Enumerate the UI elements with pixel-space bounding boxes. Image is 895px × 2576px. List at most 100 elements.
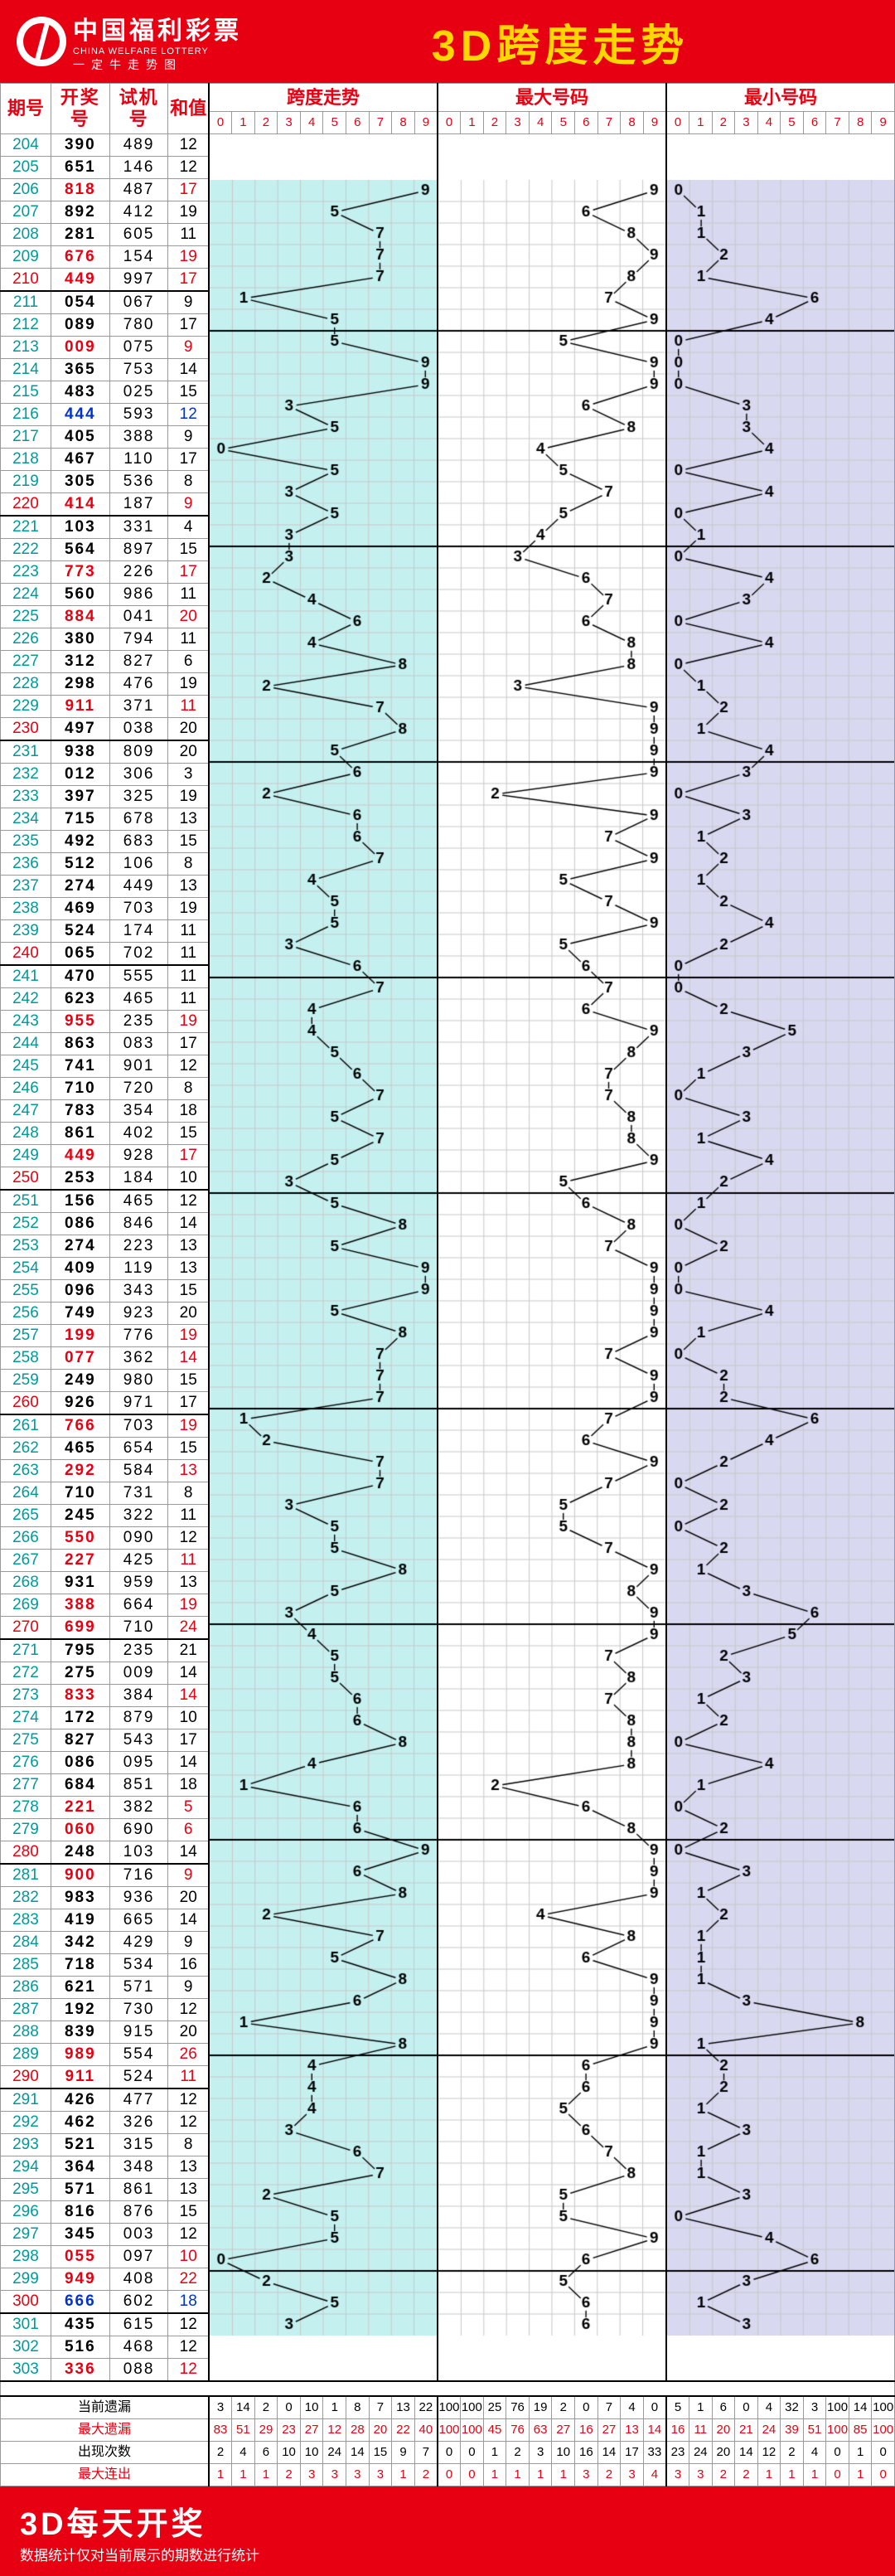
digit-header: 1 (232, 112, 255, 134)
cell-kai: 409 (51, 1258, 109, 1280)
cell-he: 12 (168, 157, 209, 179)
cell-he: 18 (168, 1774, 209, 1797)
cell-issue: 279 (1, 1819, 51, 1841)
stats-cell: 21 (735, 2419, 758, 2442)
stats-cell: 29 (254, 2419, 278, 2442)
cell-shi: 331 (109, 516, 168, 539)
stats-cell: 1 (529, 2464, 552, 2486)
cell-kai: 521 (51, 2134, 109, 2156)
cell-shi: 665 (109, 1909, 168, 1932)
cell-shi: 384 (109, 1685, 168, 1707)
cell-kai: 065 (51, 943, 109, 966)
cell-shi: 678 (109, 808, 168, 831)
cell-shi: 235 (109, 1011, 168, 1033)
cell-kai: 497 (51, 718, 109, 741)
cell-kai: 989 (51, 2044, 109, 2066)
cell-shi: 716 (109, 1864, 168, 1887)
cell-kai: 684 (51, 1774, 109, 1797)
cell-issue: 295 (1, 2179, 51, 2201)
cell-he: 9 (168, 291, 209, 314)
cell-kai: 938 (51, 740, 109, 764)
cell-he: 19 (168, 1594, 209, 1617)
stats-cell: 100 (438, 2396, 461, 2419)
stats-cell: 16 (575, 2419, 598, 2442)
stats-cell: 2 (712, 2464, 735, 2486)
cell-issue: 206 (1, 179, 51, 201)
cell-issue: 244 (1, 1033, 51, 1055)
cell-he: 19 (168, 1325, 209, 1347)
stats-cell: 14 (849, 2396, 872, 2419)
stats-cell: 3 (621, 2464, 644, 2486)
cell-issue: 223 (1, 561, 51, 584)
cell-he: 9 (168, 337, 209, 359)
cell-kai: 292 (51, 1460, 109, 1482)
cell-kai: 365 (51, 359, 109, 381)
cell-shi: 861 (109, 2179, 168, 2201)
cell-issue: 226 (1, 628, 51, 651)
stats-cell: 0 (826, 2442, 849, 2464)
cell-kai: 710 (51, 1078, 109, 1100)
cell-issue: 278 (1, 1797, 51, 1819)
cell-kai: 009 (51, 337, 109, 359)
cell-kai: 884 (51, 606, 109, 628)
digit-header: 8 (621, 112, 644, 134)
cell-shi: 827 (109, 651, 168, 673)
cell-issue: 214 (1, 359, 51, 381)
digit-header: 0 (438, 112, 461, 134)
cell-kai: 676 (51, 246, 109, 269)
cell-shi: 720 (109, 1078, 168, 1100)
stats-cell: 8 (346, 2396, 370, 2419)
cell-he: 17 (168, 1145, 209, 1167)
cell-kai: 449 (51, 269, 109, 292)
cell-he: 11 (168, 920, 209, 943)
cell-shi: 402 (109, 1123, 168, 1145)
stats-cell: 2 (506, 2442, 530, 2464)
cell-kai: 710 (51, 1482, 109, 1505)
th-issue: 期号 (1, 84, 51, 134)
cell-kai: 426 (51, 2088, 109, 2112)
cell-shi: 371 (109, 696, 168, 718)
cell-he: 17 (168, 1729, 209, 1752)
stats-cell: 3 (323, 2464, 346, 2486)
cell-shi: 097 (109, 2246, 168, 2268)
stats-cell: 10 (278, 2442, 301, 2464)
stats-cell: 17 (621, 2442, 644, 2464)
cell-shi: 846 (109, 1213, 168, 1235)
stats-cell: 76 (506, 2396, 530, 2419)
cell-issue: 208 (1, 224, 51, 246)
cell-kai: 470 (51, 965, 109, 988)
cell-kai: 699 (51, 1617, 109, 1640)
cell-shi: 593 (109, 404, 168, 426)
cell-issue: 211 (1, 291, 51, 314)
cell-he: 17 (168, 314, 209, 337)
cell-he: 6 (168, 1819, 209, 1841)
cell-he: 20 (168, 606, 209, 628)
cell-issue: 221 (1, 516, 51, 539)
stats-cell: 2 (209, 2442, 232, 2464)
stats-cell: 1 (803, 2464, 826, 2486)
stats-cell: 15 (369, 2442, 392, 2464)
cell-shi: 710 (109, 1617, 168, 1640)
cell-issue: 220 (1, 493, 51, 517)
cell-kai: 931 (51, 1572, 109, 1594)
digit-header: 7 (369, 112, 392, 134)
cell-issue: 273 (1, 1685, 51, 1707)
cell-issue: 286 (1, 1977, 51, 1999)
stats-row: 当前遗漏314201018713221001002576192074051604… (1, 2396, 895, 2419)
stats-cell: 39 (781, 2419, 804, 2442)
cell-issue: 237 (1, 876, 51, 898)
cell-shi: 412 (109, 201, 168, 224)
digit-header: 1 (689, 112, 713, 134)
cell-he: 12 (168, 2112, 209, 2134)
cell-kai: 060 (51, 1819, 109, 1841)
digit-header: 0 (666, 112, 689, 134)
stats-cell: 4 (803, 2442, 826, 2464)
digit-header: 2 (483, 112, 506, 134)
cell-shi: 690 (109, 1819, 168, 1841)
cell-he: 13 (168, 2156, 209, 2179)
cell-shi: 348 (109, 2156, 168, 2179)
stats-cell: 3 (689, 2464, 713, 2486)
digit-header: 7 (826, 112, 849, 134)
cell-shi: 703 (109, 1414, 168, 1438)
cell-he: 12 (168, 1190, 209, 1213)
